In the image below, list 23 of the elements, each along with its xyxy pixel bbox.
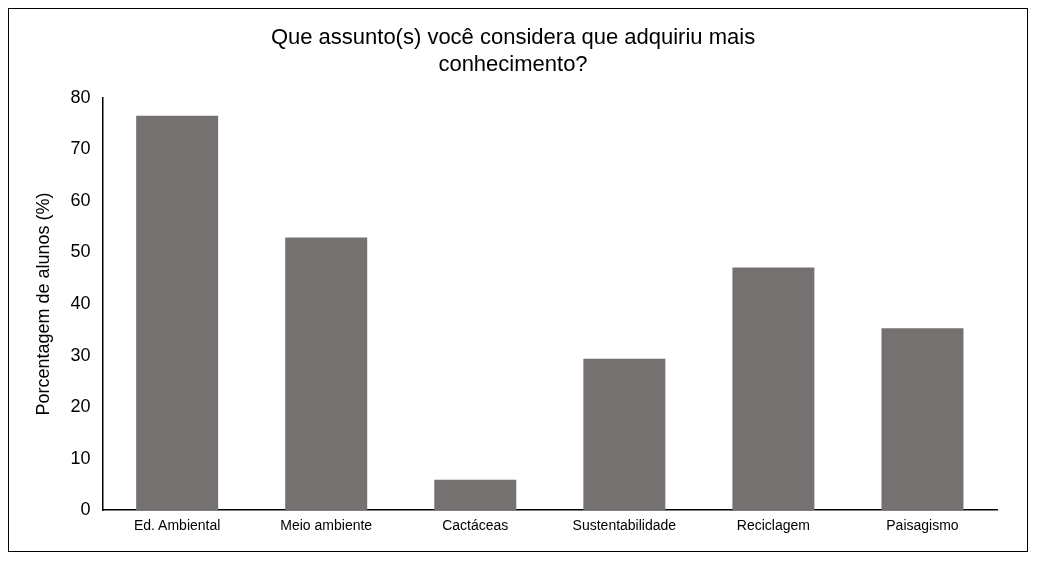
y-tick-label: 10 [70, 447, 91, 468]
bar [285, 237, 368, 511]
y-tick-label: 40 [70, 292, 91, 313]
y-tick-label: 70 [70, 138, 91, 159]
bar [434, 479, 517, 511]
x-tick-label: Cactáceas [442, 517, 509, 534]
bar [732, 267, 815, 511]
y-tick-label: 0 [80, 499, 91, 520]
y-tick-label: 80 [70, 86, 91, 107]
bar [881, 328, 964, 511]
y-axis-title: Porcentagem de alunos (%) [32, 192, 53, 416]
y-tick-label: 20 [70, 396, 91, 417]
y-tick-label: 60 [70, 189, 91, 210]
x-tick-label: Ed. Ambiental [133, 517, 221, 534]
y-tick-label: 50 [70, 241, 91, 262]
bar [583, 358, 666, 511]
x-tick-label: Sustentabilidade [572, 517, 677, 534]
x-tick-label: Paisagismo [886, 517, 959, 534]
y-tick-label: 30 [70, 344, 91, 365]
x-tick-label: Reciclagem [736, 517, 810, 534]
x-tick-label: Meio ambiente [280, 517, 373, 534]
bar [136, 115, 219, 511]
chart-title: Que assunto(s) você considera que adquiriu mais conhecimento? [270, 24, 756, 76]
